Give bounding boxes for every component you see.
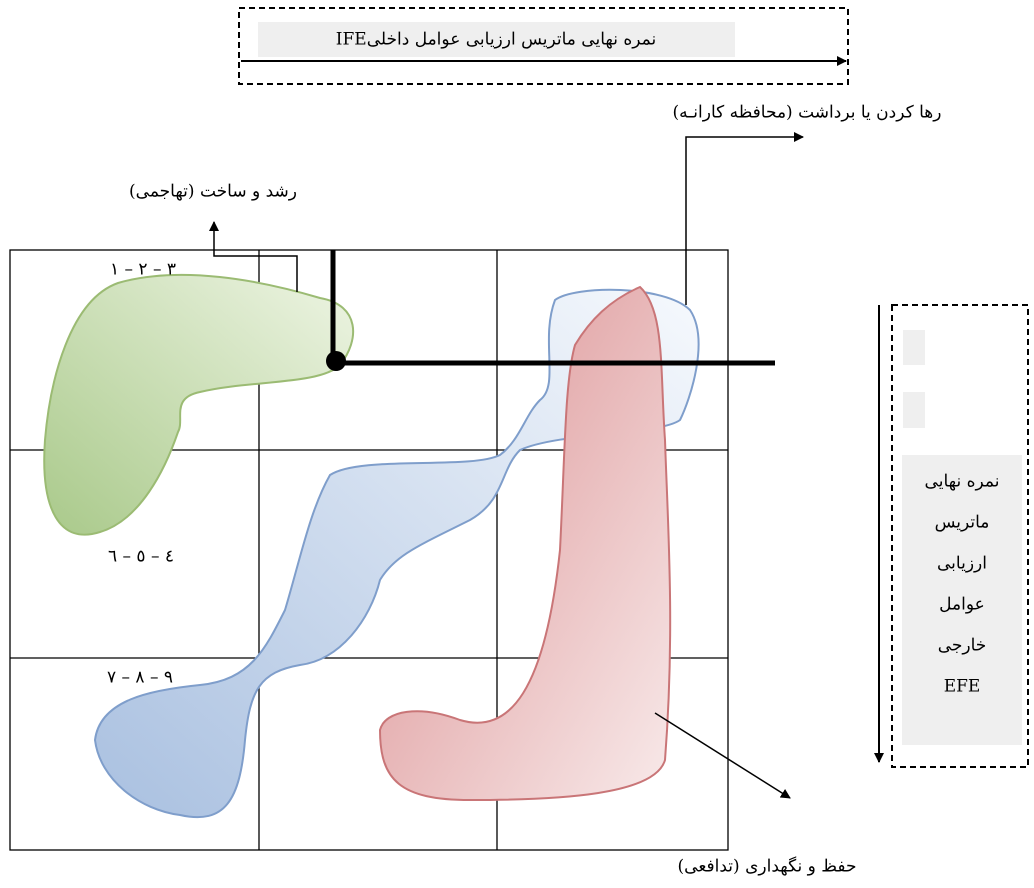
- harvest-label: رها کردن یا برداشت (محافظه کارانـه): [673, 103, 942, 123]
- ife-label-bg: [258, 22, 735, 57]
- efe-label-line: نمره نهایی: [925, 472, 1000, 492]
- efe-bg-small: [903, 392, 925, 428]
- efe-label-bg: [902, 455, 1022, 745]
- hold-arrow: [654, 712, 791, 799]
- ife-frame: [238, 7, 849, 85]
- efe-bg-small: [903, 330, 925, 365]
- hold-label: حفظ و نگهداری (تدافعی): [678, 856, 857, 877]
- efe-label-line: خارجی: [938, 636, 987, 656]
- efe-label: نمره نهایی ماتریس ارزیابی عوامل خارجی EFE: [925, 472, 1000, 697]
- cell-label: ٤ – ٥ – ٦: [108, 547, 174, 567]
- efe-label-line: عوامل: [939, 595, 985, 615]
- cell-label: ۱ – ۲ – ۳: [110, 260, 176, 280]
- efe-frame: [891, 304, 1029, 768]
- harvest-arrow: [685, 132, 804, 305]
- grow-region: [43, 273, 354, 536]
- ife-label: نمره نهایی ماتریس ارزیابی عوامل داخلیIFE: [336, 30, 656, 50]
- efe-label-line: ماتریس: [935, 513, 990, 533]
- cell-label: ۷ – ۸ – ۹: [107, 668, 173, 688]
- center-dot: [326, 351, 346, 371]
- efe-label-line: ارزیابی: [937, 554, 987, 574]
- grow-label: رشد و ساخت (تهاجمی): [129, 182, 297, 202]
- efe-label-line: EFE: [944, 677, 981, 697]
- grow-arrow: [209, 221, 298, 292]
